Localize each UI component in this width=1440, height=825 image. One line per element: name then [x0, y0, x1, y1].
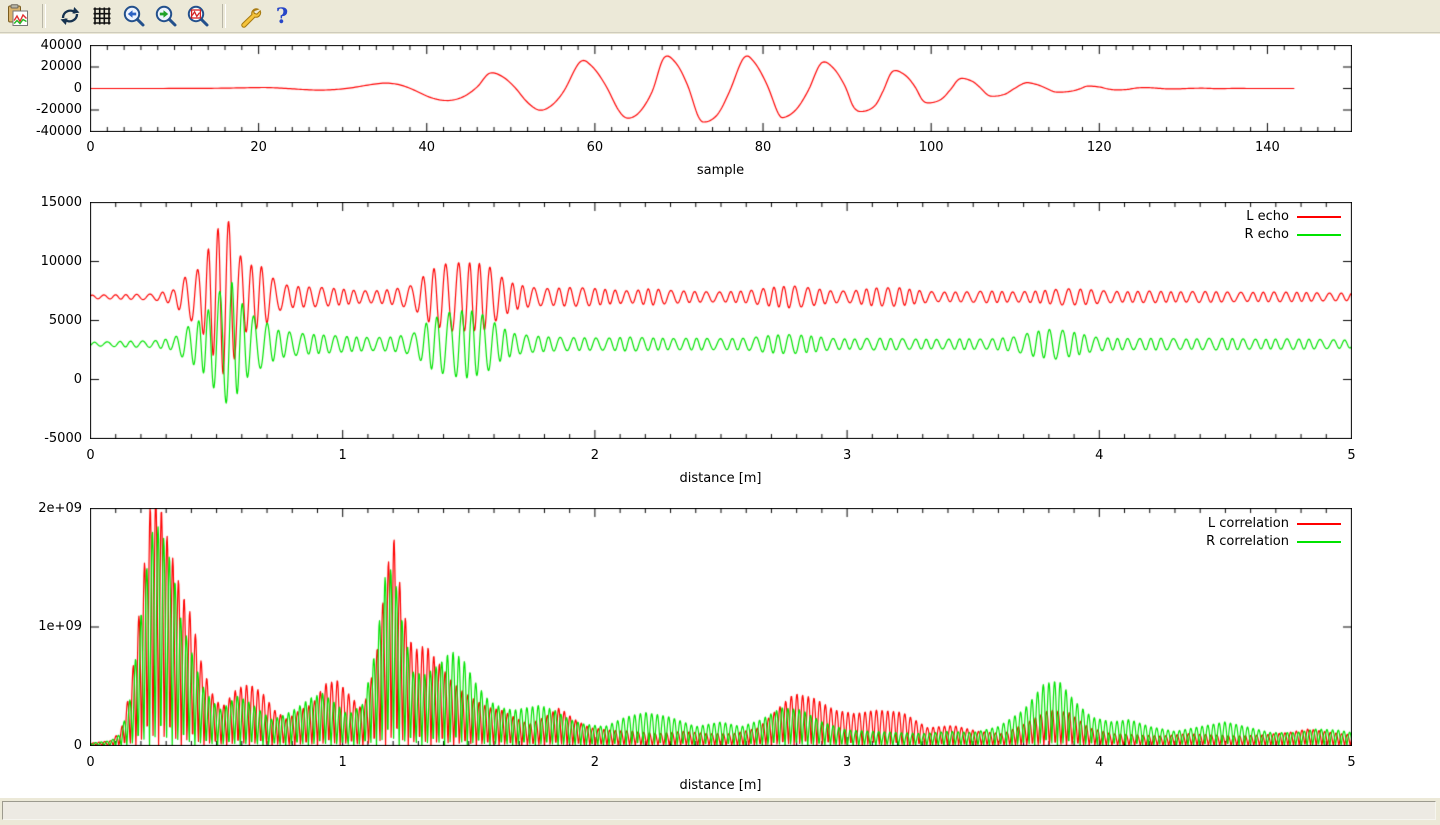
y-tick-label: 1e+09 — [38, 619, 82, 634]
svg-text:?: ? — [276, 4, 288, 28]
legend-label: R echo — [1244, 227, 1289, 242]
toolbar-separator — [42, 4, 46, 28]
toolbar: ? — [0, 0, 1440, 33]
echo-x-axis-title: distance [m] — [679, 471, 762, 486]
legend-entry: L correlation — [1208, 517, 1341, 531]
x-tick-label: 140 — [1255, 140, 1280, 155]
y-tick-label: 0 — [73, 371, 82, 387]
x-tick-label: 3 — [842, 755, 852, 770]
x-tick-label: 20 — [250, 140, 267, 155]
y-tick-label: 2e+09 — [38, 500, 82, 516]
y-tick-label: -5000 — [44, 430, 82, 446]
x-tick-label: 5 — [1347, 755, 1356, 770]
help-icon: ? — [270, 4, 294, 28]
x-tick-label: 1 — [338, 448, 347, 463]
x-tick-label: 2 — [590, 755, 600, 770]
y-tick-label: 10000 — [40, 253, 82, 269]
statusbar-area — [0, 798, 1440, 825]
x-tick-label: 120 — [1086, 140, 1112, 155]
plot-surface: 0 20 40 60 80 100 120 140 40000 20000 0 -20000 -4000… — [0, 34, 1440, 798]
help-button[interactable]: ? — [268, 2, 296, 30]
correlation-plot-canvas[interactable] — [90, 508, 1352, 746]
correlation-x-axis-title: distance [m] — [679, 778, 762, 793]
zoom-autoscale-icon — [186, 4, 210, 28]
copy-to-clipboard-icon — [6, 4, 30, 28]
y-tick-label: -40000 — [35, 123, 82, 139]
y-tick-label: 0 — [73, 80, 82, 96]
x-tick-label: 4 — [1095, 448, 1104, 463]
legend-line-sample — [1297, 523, 1341, 525]
zoom-next-icon — [154, 4, 178, 28]
legend-label: L correlation — [1207, 516, 1289, 531]
y-tick-label: 40000 — [40, 37, 82, 53]
y-tick-label: 0 — [73, 737, 82, 753]
echo-legend: L echo R echo — [1244, 210, 1341, 242]
x-tick-label: 3 — [842, 448, 852, 463]
x-tick-label: 0 — [86, 140, 95, 155]
y-tick-label: -20000 — [35, 102, 82, 117]
x-tick-label: 80 — [754, 140, 772, 155]
toolbar-separator — [222, 4, 226, 28]
legend-label: R correlation — [1206, 534, 1289, 549]
x-tick-label: 100 — [918, 140, 944, 155]
grid-toggle-button[interactable] — [88, 2, 116, 30]
pulse-plot-canvas[interactable] — [90, 45, 1352, 132]
x-tick-label: 0 — [86, 448, 95, 463]
legend-line-sample — [1297, 234, 1341, 236]
replot-button[interactable] — [56, 2, 84, 30]
x-tick-label: 4 — [1095, 755, 1104, 770]
x-tick-label: 5 — [1347, 448, 1356, 463]
zoom-previous-button[interactable] — [120, 2, 148, 30]
y-tick-label: 15000 — [40, 194, 82, 210]
y-tick-label: 5000 — [48, 312, 82, 328]
echo-plot-canvas[interactable] — [90, 202, 1352, 439]
x-tick-label: 60 — [586, 140, 604, 155]
x-tick-label: 0 — [86, 755, 95, 770]
status-bar — [2, 801, 1436, 820]
copy-to-clipboard-button[interactable] — [4, 2, 32, 30]
zoom-autoscale-button[interactable] — [184, 2, 212, 30]
replot-icon — [58, 4, 82, 28]
legend-entry: L echo — [1246, 210, 1341, 224]
grid-icon — [90, 4, 114, 28]
y-tick-label: 20000 — [40, 59, 82, 74]
x-tick-label: 40 — [418, 140, 436, 155]
legend-entry: R correlation — [1206, 535, 1341, 549]
legend-line-sample — [1297, 216, 1341, 218]
x-tick-label: 2 — [590, 448, 600, 463]
legend-entry: R echo — [1244, 228, 1341, 242]
legend-line-sample — [1297, 541, 1341, 543]
x-tick-label: 1 — [338, 755, 347, 770]
correlation-legend: L correlation R correlation — [1206, 517, 1341, 549]
wrench-icon — [238, 4, 262, 28]
zoom-next-button[interactable] — [152, 2, 180, 30]
zoom-previous-icon — [122, 4, 146, 28]
configure-button[interactable] — [236, 2, 264, 30]
legend-label: L echo — [1246, 209, 1289, 224]
pulse-x-axis-title: sample — [696, 163, 745, 178]
